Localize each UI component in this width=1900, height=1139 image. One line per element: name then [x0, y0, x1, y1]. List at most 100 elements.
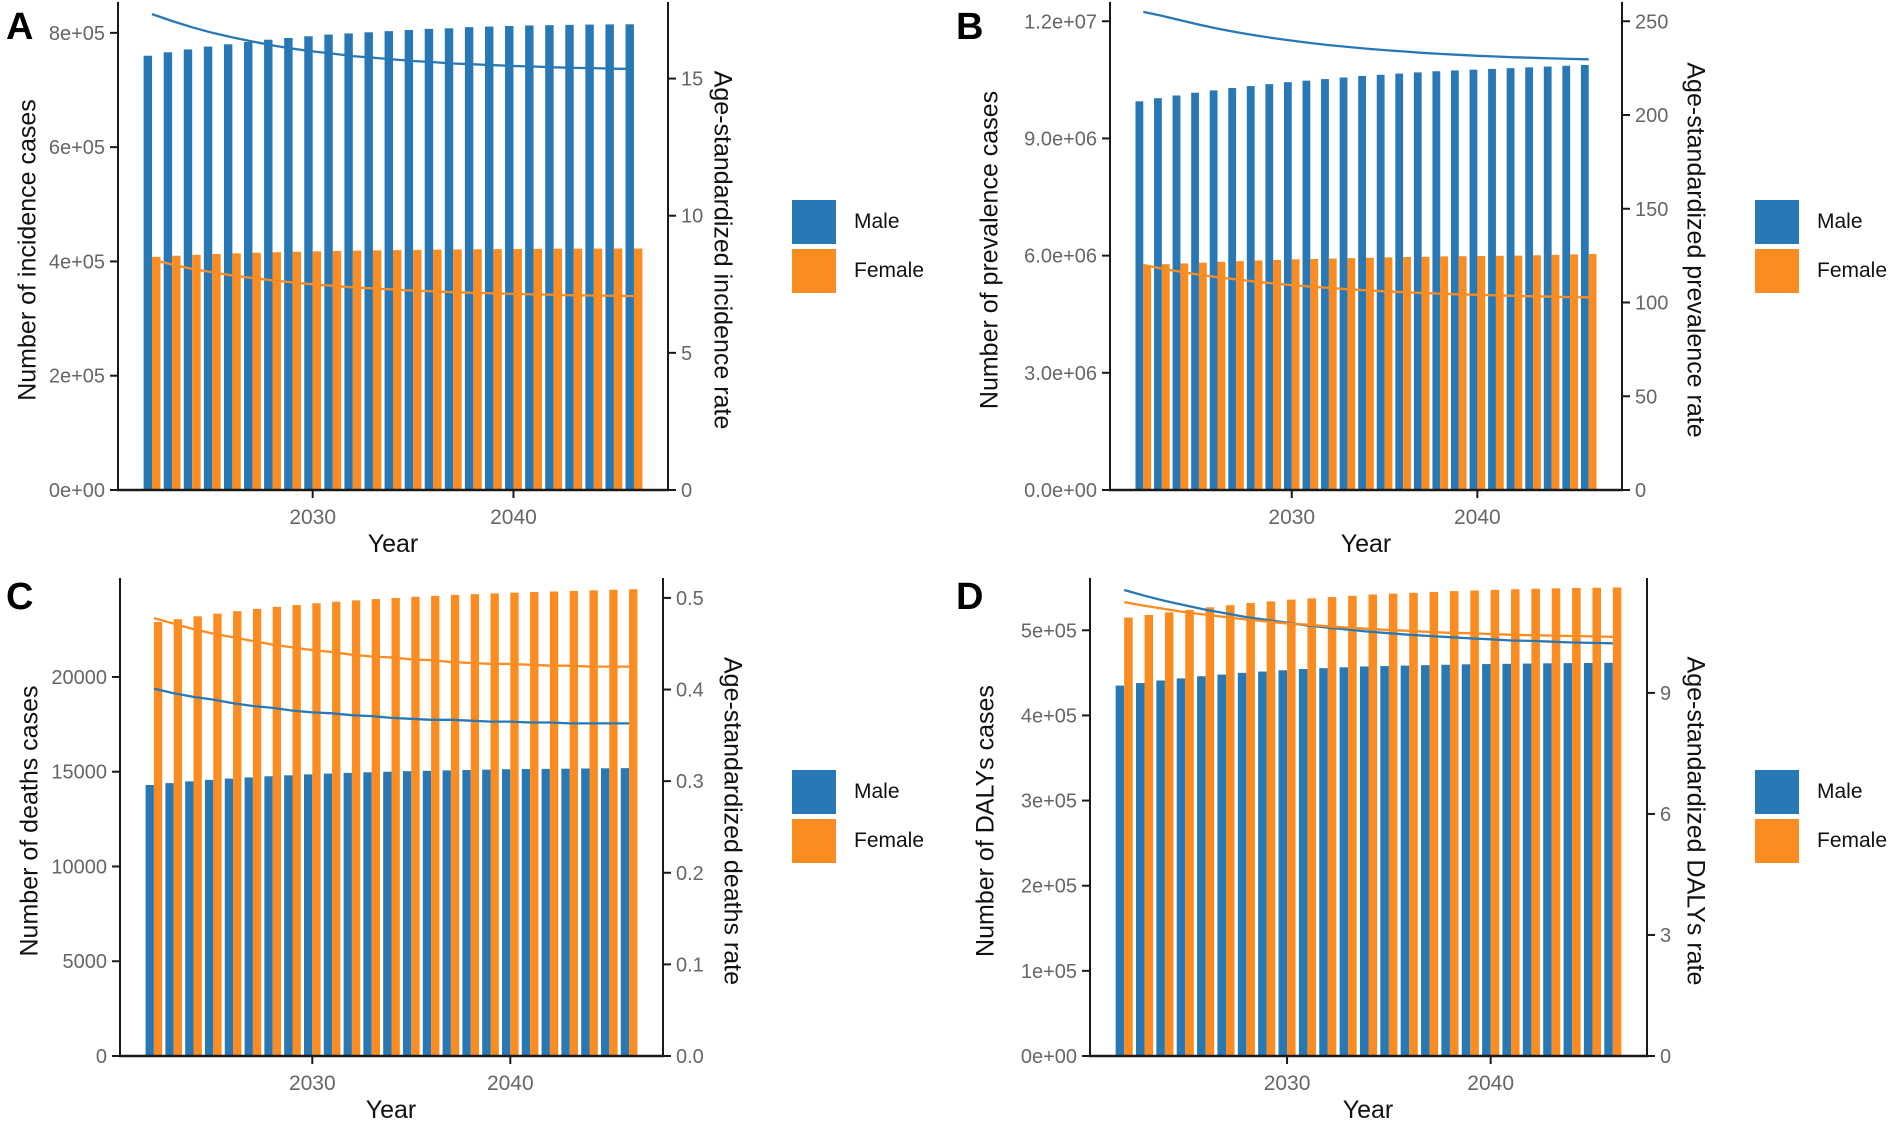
male-bar [1115, 685, 1125, 1056]
female-bar [1185, 609, 1194, 1056]
male-bar [284, 38, 293, 490]
male-bar [1604, 662, 1613, 1056]
right-tick-label: 15 [681, 69, 703, 91]
male-bar [1191, 92, 1199, 490]
male-trend-line [151, 13, 635, 71]
x-tick-label: 2030 [289, 506, 336, 529]
panel-d-letter: D [956, 576, 984, 618]
female-bar [433, 249, 442, 490]
male-bar [1246, 86, 1255, 490]
male-bar [1506, 68, 1515, 491]
male-bar [324, 34, 333, 490]
male-bar [444, 28, 454, 490]
female-bar [633, 248, 643, 490]
left-tick-label: 3e+05 [1021, 791, 1077, 813]
female-bar [1143, 265, 1152, 490]
male-bar [1543, 663, 1552, 1056]
female-bar [1551, 254, 1560, 490]
male-bar [1583, 662, 1593, 1056]
male-bar [1172, 95, 1181, 490]
male-bar [1488, 68, 1496, 490]
female-bar [153, 622, 163, 1056]
right-tick-label: 5 [681, 343, 692, 365]
left-tick-label: 6e+05 [49, 137, 105, 159]
chart-svg-d: 0e+00 1e+05 2e+05 3e+05 4e+05 5e+05 0 3 6 9 2030 20… [1021, 578, 1671, 1095]
male-legend-label: Male [1817, 210, 1863, 233]
female-bar [1409, 592, 1418, 1056]
right-tick-label: 0.2 [676, 863, 704, 885]
female-legend-label: Female [854, 259, 925, 282]
female-bar [470, 594, 480, 1056]
male-bar [484, 26, 494, 490]
male-trend-line [1143, 10, 1589, 61]
male-bar [620, 768, 630, 1057]
female-bar [1287, 599, 1296, 1056]
male-bar [1298, 669, 1308, 1056]
male-bar [1562, 65, 1571, 490]
male-bar [163, 52, 173, 490]
left-tick-label: 5e+05 [1021, 620, 1077, 642]
female-bar [332, 251, 342, 490]
male-bar [185, 781, 194, 1056]
male-legend-label: Male [854, 780, 900, 803]
male-bar [244, 777, 253, 1056]
male-bar [525, 25, 534, 491]
right-tick-label: 0.1 [676, 954, 704, 976]
female-bar [1347, 258, 1356, 490]
male-bar [464, 27, 474, 490]
female-bar [332, 601, 341, 1056]
female-bar [312, 603, 321, 1056]
female-bar [1551, 588, 1561, 1056]
right-tick-label: 0.4 [676, 680, 704, 702]
x-tick-label: 2040 [490, 506, 537, 529]
left-tick-label: 0.0e+00 [1024, 480, 1097, 502]
right-tick-label: 6 [1660, 804, 1671, 826]
x-tick-label: 2040 [1454, 506, 1501, 529]
panel-a-letter: A [6, 6, 34, 48]
left-tick-label: 2e+05 [49, 366, 105, 388]
female-bar [1273, 259, 1281, 490]
male-bar [1400, 665, 1410, 1056]
male-bar [363, 772, 372, 1056]
female-trend-line [153, 616, 630, 668]
male-bars [145, 768, 630, 1057]
right-tick-label: 100 [1635, 293, 1668, 315]
male-bar [585, 24, 594, 490]
female-bar [1470, 590, 1479, 1056]
panel-c: 0 5000 10000 15000 20000 0.0 0.1 0.2 0.3 0.4 0.5 20… [0, 570, 950, 1139]
female-bar [533, 248, 542, 490]
male-bar [264, 39, 273, 491]
female-bars [153, 589, 638, 1056]
male-bar [1176, 678, 1186, 1056]
female-bar [473, 249, 482, 490]
female-bar [152, 256, 161, 490]
legend-item-male: Male [792, 770, 924, 814]
male-bar [1461, 664, 1471, 1056]
male-bar [165, 783, 174, 1056]
female-bars [1124, 587, 1622, 1056]
right-tick-label: 250 [1635, 11, 1668, 33]
male-bar [1380, 666, 1389, 1056]
male-bar [402, 771, 412, 1056]
female-bar [1307, 598, 1316, 1056]
male-bar [1258, 671, 1267, 1056]
female-bar [1531, 588, 1540, 1056]
panel-c-right-axis-title: Age-standardized deaths rate [718, 657, 747, 985]
male-bar [605, 24, 614, 491]
female-bar [1144, 614, 1154, 1056]
male-bars [143, 24, 634, 491]
male-bar [1339, 667, 1349, 1056]
male-bar [224, 778, 234, 1056]
female-bar [1421, 256, 1430, 490]
male-swatch [792, 770, 836, 814]
female-bar [1254, 260, 1263, 490]
female-bar [1403, 256, 1411, 490]
left-tick-label: 8e+05 [49, 23, 105, 45]
male-bar [1319, 668, 1328, 1056]
female-bar [629, 589, 638, 1056]
right-tick-label: 0 [681, 480, 692, 502]
right-tick-label: 200 [1635, 105, 1668, 127]
chart-svg-b: 0.0e+00 3.0e+06 6.0e+06 9.0e+06 1.2e+07 0 50 10… [1024, 2, 1668, 529]
male-bar [1563, 663, 1573, 1056]
